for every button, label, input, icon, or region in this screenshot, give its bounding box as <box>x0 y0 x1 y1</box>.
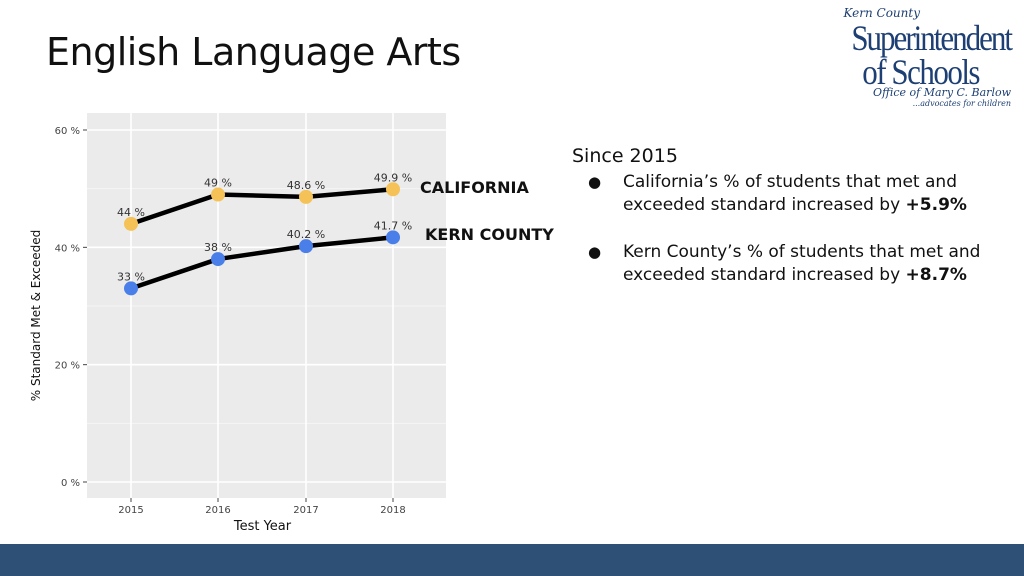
data-point <box>124 281 138 296</box>
data-label: 48.6 % <box>287 179 325 192</box>
logo-line-4: Office of Mary C. Barlow <box>873 86 1011 99</box>
data-label: 49.9 % <box>374 171 412 184</box>
series-line-0 <box>130 187 394 226</box>
data-point <box>124 216 138 231</box>
data-label: 41.7 % <box>374 219 412 232</box>
data-label: 49 % <box>204 177 232 190</box>
y-tick-label: 40 % <box>55 243 80 254</box>
data-label: 33 % <box>117 270 145 283</box>
bullet-dot-icon: ● <box>588 243 602 261</box>
logo-line-1: Kern County <box>843 6 921 20</box>
bullet-california: ● California’s % of students that met an… <box>572 171 1012 217</box>
data-label: 44 % <box>117 206 145 219</box>
bullet-value: +5.9% <box>905 195 967 215</box>
bullet-dot-icon: ● <box>588 173 602 191</box>
line-chart: 0 % 20 % 40 % 60 % 2015 2016 2017 2018 Test Year… <box>29 113 446 534</box>
x-tick-label: 2016 <box>205 505 230 516</box>
bullet-value: +8.7% <box>905 265 967 285</box>
data-point <box>386 182 400 197</box>
logo: Kern County Superintendent of Schools Of… <box>835 6 1015 110</box>
logo-line-2: Superintendent <box>851 18 1013 59</box>
y-tick-label: 20 % <box>55 361 80 372</box>
bullet-kern-county: ● Kern County’s % of students that met a… <box>572 241 1012 287</box>
bullet-text: California’s % of students that met and … <box>623 172 957 215</box>
bullet-text: Kern County’s % of students that met and… <box>623 242 981 285</box>
series-line-1 <box>130 235 394 291</box>
y-tick-label: 60 % <box>55 126 80 137</box>
x-axis-label: Test Year <box>233 519 292 534</box>
data-label: 38 % <box>204 241 232 254</box>
x-tick-label: 2017 <box>293 505 318 516</box>
logo-line-3: of Schools <box>862 52 980 93</box>
slide-title: English Language Arts <box>46 30 461 74</box>
data-point <box>211 252 225 267</box>
x-tick-label: 2015 <box>118 505 143 516</box>
data-point <box>211 187 225 202</box>
x-tick-label: 2018 <box>380 505 405 516</box>
notes-since: Since 2015 <box>572 145 678 167</box>
y-axis-label: % Standard Met & Exceeded <box>29 230 43 402</box>
data-label: 40.2 % <box>287 228 325 241</box>
data-point <box>386 230 400 245</box>
notes-panel: Since 2015 ● California’s % of students … <box>572 145 1012 311</box>
data-point <box>299 189 313 204</box>
y-tick-label: 0 % <box>61 478 80 489</box>
series-label-kern-county: KERN COUNTY <box>425 225 554 244</box>
logo-line-5: ...advocates for children <box>912 99 1011 108</box>
series-label-california: CALIFORNIA <box>420 178 529 197</box>
data-point <box>299 239 313 254</box>
footer-bar <box>0 544 1024 576</box>
